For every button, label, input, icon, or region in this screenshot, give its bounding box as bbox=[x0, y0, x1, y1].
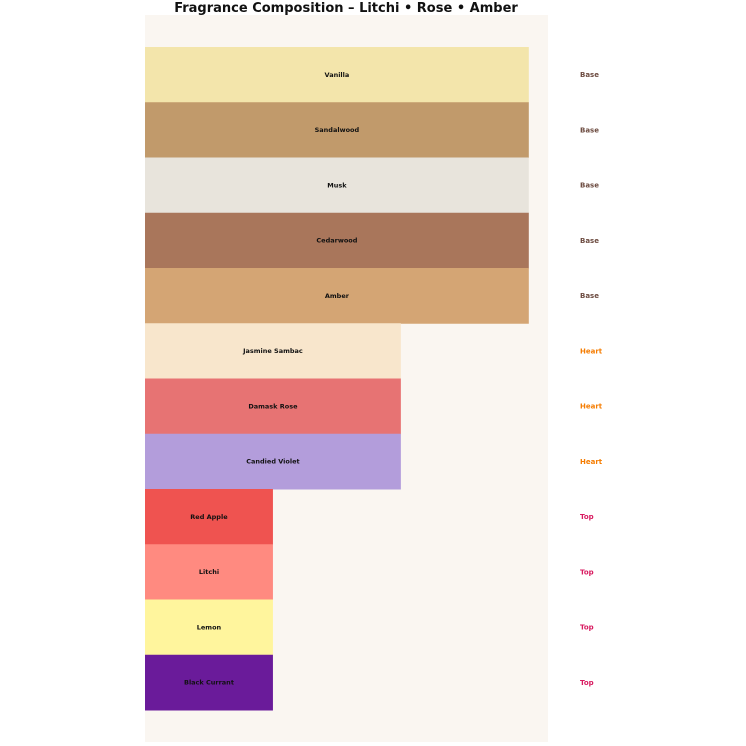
bar-jasmine-sambac bbox=[145, 323, 401, 379]
bar-candied-violet bbox=[145, 433, 401, 490]
tier-label-lemon: Top bbox=[580, 624, 594, 632]
bar-label-black-currant: Black Currant bbox=[184, 679, 234, 687]
bar-label-amber: Amber bbox=[325, 292, 350, 300]
bar-label-litchi: Litchi bbox=[199, 568, 219, 576]
bar-label-candied-violet: Candied Violet bbox=[246, 458, 299, 466]
tier-label-vanilla: Base bbox=[580, 71, 599, 79]
bar-label-damask-rose: Damask Rose bbox=[248, 402, 298, 410]
bar-black-currant bbox=[145, 654, 273, 711]
bar-label-red-apple: Red Apple bbox=[190, 513, 228, 521]
bar-label-vanilla: Vanilla bbox=[325, 71, 350, 79]
tier-label-damask-rose: Heart bbox=[580, 403, 603, 411]
bar-label-musk: Musk bbox=[327, 181, 347, 189]
bar-red-apple bbox=[145, 489, 273, 545]
bar-vanilla bbox=[145, 47, 529, 103]
bar-cedarwood bbox=[145, 212, 529, 269]
tier-label-black-currant: Top bbox=[580, 679, 594, 687]
tier-label-jasmine-sambac: Heart bbox=[580, 347, 603, 355]
bar-amber bbox=[145, 268, 529, 324]
tier-label-musk: Base bbox=[580, 182, 599, 190]
bar-litchi bbox=[145, 544, 273, 600]
bar-label-cedarwood: Cedarwood bbox=[316, 237, 357, 245]
tier-label-candied-violet: Heart bbox=[580, 458, 603, 466]
bars-group bbox=[145, 47, 529, 711]
bar-damask-rose bbox=[145, 378, 401, 435]
tier-label-litchi: Top bbox=[580, 568, 594, 576]
tier-label-red-apple: Top bbox=[580, 513, 594, 521]
chart-title: Fragrance Composition – Litchi • Rose • … bbox=[174, 1, 518, 16]
tier-labels-group: Base Base Base Base Base Heart Heart Heart Top To… bbox=[580, 71, 603, 687]
bar-musk bbox=[145, 157, 529, 214]
tier-label-amber: Base bbox=[580, 292, 599, 300]
bar-labels-group: Vanilla Sandalwood Musk Cedarwood Amber Jasmi… bbox=[184, 71, 360, 687]
bar-label-jasmine-sambac: Jasmine Sambac bbox=[242, 347, 303, 355]
bar-label-sandalwood: Sandalwood bbox=[315, 126, 360, 134]
bar-label-lemon: Lemon bbox=[197, 623, 222, 631]
tier-label-sandalwood: Base bbox=[580, 126, 599, 134]
tier-label-cedarwood: Base bbox=[580, 237, 599, 245]
bar-lemon bbox=[145, 599, 273, 656]
bar-sandalwood bbox=[145, 102, 529, 158]
